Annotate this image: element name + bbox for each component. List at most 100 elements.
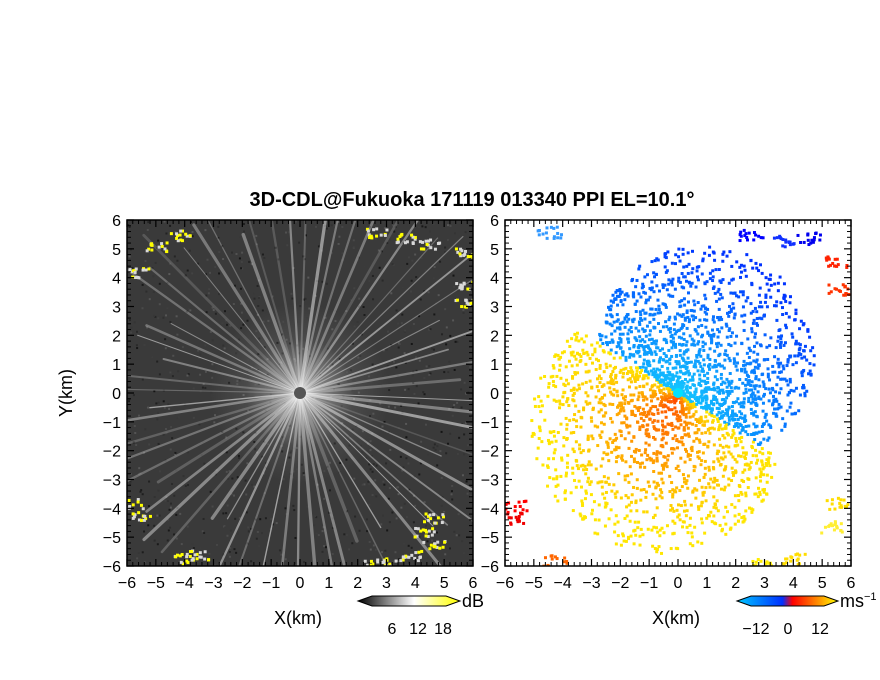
edge-echo bbox=[781, 238, 785, 242]
left-colorbar-tick: 12 bbox=[409, 621, 427, 638]
velocity-pixel bbox=[648, 388, 652, 392]
velocity-pixel bbox=[778, 370, 782, 374]
velocity-pixel bbox=[573, 413, 577, 417]
noise-pixel bbox=[377, 234, 380, 237]
velocity-pixel bbox=[668, 474, 672, 478]
velocity-pixel bbox=[692, 469, 696, 473]
velocity-pixel bbox=[631, 291, 635, 295]
velocity-pixel bbox=[703, 420, 707, 424]
velocity-pixel bbox=[657, 304, 661, 308]
velocity-pixel bbox=[652, 470, 656, 474]
velocity-pixel bbox=[623, 402, 627, 406]
velocity-pixel bbox=[690, 395, 694, 399]
edge-echo bbox=[160, 242, 164, 246]
velocity-pixel bbox=[656, 408, 660, 412]
velocity-pixel bbox=[694, 496, 698, 500]
noise-pixel bbox=[350, 514, 353, 517]
velocity-pixel bbox=[588, 482, 592, 486]
velocity-pixel bbox=[690, 535, 694, 539]
noise-pixel bbox=[395, 366, 398, 369]
velocity-pixel bbox=[641, 365, 645, 369]
velocity-pixel bbox=[547, 382, 551, 386]
velocity-pixel bbox=[724, 322, 728, 326]
velocity-pixel bbox=[797, 409, 801, 413]
velocity-pixel bbox=[755, 431, 759, 435]
edge-echo bbox=[425, 242, 429, 246]
edge-echo bbox=[169, 232, 173, 236]
velocity-pixel bbox=[683, 365, 687, 369]
velocity-pixel bbox=[567, 404, 571, 408]
velocity-pixel bbox=[575, 351, 579, 355]
velocity-pixel bbox=[771, 394, 775, 398]
velocity-pixel bbox=[684, 371, 688, 375]
edge-echo bbox=[185, 555, 189, 559]
velocity-pixel bbox=[760, 499, 764, 503]
velocity-pixel bbox=[744, 430, 748, 434]
velocity-pixel bbox=[728, 359, 732, 363]
velocity-pixel bbox=[615, 319, 619, 323]
velocity-pixel bbox=[746, 486, 750, 490]
y-tick-label: 2 bbox=[112, 328, 121, 345]
velocity-pixel bbox=[729, 381, 733, 385]
velocity-pixel bbox=[648, 295, 652, 299]
velocity-pixel bbox=[727, 450, 731, 454]
velocity-pixel bbox=[709, 341, 713, 345]
velocity-pixel bbox=[680, 407, 684, 411]
noise-pixel bbox=[369, 225, 372, 228]
velocity-pixel bbox=[634, 360, 638, 364]
velocity-pixel bbox=[702, 363, 706, 367]
velocity-pixel bbox=[812, 354, 816, 358]
velocity-pixel bbox=[679, 397, 683, 401]
noise-pixel bbox=[427, 247, 430, 250]
velocity-pixel bbox=[696, 359, 700, 363]
velocity-pixel bbox=[659, 488, 663, 492]
edge-echo bbox=[835, 257, 839, 261]
velocity-pixel bbox=[801, 385, 805, 389]
edge-echo bbox=[826, 256, 830, 260]
velocity-pixel bbox=[666, 406, 670, 410]
noise-pixel bbox=[233, 548, 236, 551]
velocity-pixel bbox=[608, 322, 612, 326]
noise-pixel bbox=[317, 534, 320, 537]
velocity-pixel bbox=[757, 395, 761, 399]
velocity-pixel bbox=[607, 482, 611, 486]
velocity-pixel bbox=[750, 283, 754, 287]
velocity-pixel bbox=[644, 345, 648, 349]
velocity-pixel bbox=[725, 510, 729, 514]
edge-echo bbox=[522, 500, 526, 504]
noise-pixel bbox=[458, 436, 461, 439]
velocity-pixel bbox=[688, 523, 692, 527]
noise-pixel bbox=[191, 231, 194, 234]
velocity-pixel bbox=[798, 393, 802, 397]
velocity-pixel bbox=[716, 315, 720, 319]
noise-pixel bbox=[440, 476, 443, 479]
velocity-pixel bbox=[756, 495, 760, 499]
velocity-pixel bbox=[769, 295, 773, 299]
velocity-pixel bbox=[554, 399, 558, 403]
velocity-pixel bbox=[683, 316, 687, 320]
velocity-pixel bbox=[767, 399, 771, 403]
velocity-pixel bbox=[747, 467, 751, 471]
edge-echo bbox=[455, 298, 459, 302]
velocity-pixel bbox=[761, 463, 765, 467]
edge-echo bbox=[846, 503, 850, 507]
noise-pixel bbox=[440, 504, 443, 507]
noise-pixel bbox=[433, 266, 436, 269]
noise-pixel bbox=[163, 406, 166, 409]
noise-pixel bbox=[402, 466, 405, 469]
noise-pixel bbox=[325, 282, 328, 285]
noise-pixel bbox=[137, 414, 140, 417]
noise-pixel bbox=[240, 302, 243, 305]
edge-echo bbox=[372, 562, 376, 566]
edge-echo bbox=[544, 231, 548, 235]
velocity-pixel bbox=[704, 325, 708, 329]
velocity-pixel bbox=[555, 374, 559, 378]
velocity-pixel bbox=[703, 459, 707, 463]
edge-echo bbox=[203, 550, 207, 554]
velocity-pixel bbox=[638, 323, 642, 327]
x-tick-label: 0 bbox=[296, 575, 305, 592]
velocity-pixel bbox=[631, 277, 635, 281]
velocity-pixel bbox=[786, 393, 790, 397]
velocity-pixel bbox=[743, 517, 747, 521]
velocity-pixel bbox=[603, 524, 607, 528]
